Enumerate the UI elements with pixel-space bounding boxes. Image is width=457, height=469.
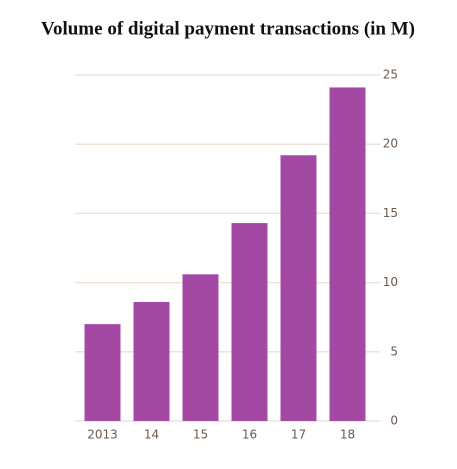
- bar: [329, 87, 366, 422]
- y-tick-label: 15: [383, 206, 398, 220]
- x-tick-label: 18: [340, 428, 355, 442]
- bar: [84, 324, 121, 421]
- y-tick-label: 0: [390, 414, 398, 428]
- x-tick-label: 17: [291, 428, 306, 442]
- bar: [182, 274, 219, 421]
- y-tick-label: 25: [383, 68, 398, 82]
- y-tick-label: 20: [383, 137, 398, 151]
- x-tick-label: 2013: [87, 428, 118, 442]
- bar: [133, 301, 170, 421]
- x-tick-label: 15: [193, 428, 208, 442]
- y-tick-label: 10: [383, 275, 398, 289]
- x-tick-label: 14: [144, 428, 159, 442]
- chart-title: Volume of digital payment transactions (…: [41, 18, 415, 39]
- y-tick-label: 5: [390, 344, 398, 358]
- bar: [231, 223, 268, 421]
- bar: [280, 155, 317, 421]
- x-tick-label: 16: [242, 428, 257, 442]
